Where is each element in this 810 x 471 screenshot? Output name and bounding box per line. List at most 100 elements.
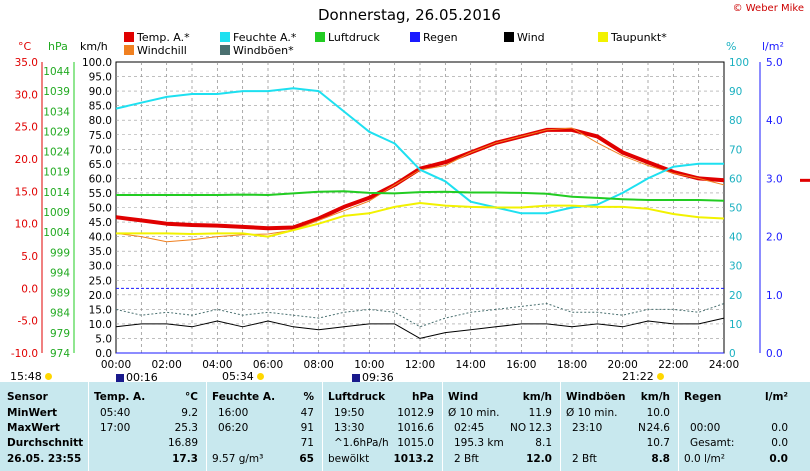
gusts-direction: N [638,422,646,434]
rain-total-value: 0.0 [771,437,788,449]
sunset-icon [656,373,664,380]
weather-chart: 35.0 30.0 25.0 20.0 15.0 10.0 5.0 0.0 -5.0 -10.0 1… [11,57,810,371]
pressure-unit: hPa [412,391,434,403]
pressure-tick-label: 1024 [43,147,70,159]
pressure-max-time: 13:30 [334,422,365,434]
pressure-tick-label: 1019 [43,167,70,179]
stats-col-pressure: Luftdruck hPa 19:50 1012.9 13:30 1016.6 ^1.… [324,382,440,471]
wind-header: Wind [448,391,479,403]
sensor-header: Sensor [7,391,48,403]
wind-max-time: 02:45 [454,422,485,434]
gusts-avg-value: 10.7 [646,437,670,449]
time-tick-label: 16:00 [506,359,536,371]
humidity-min-time: 16:00 [218,407,249,419]
wind-tick-label: 0.0 [95,348,112,360]
series-line-feuchte-a [115,87,724,215]
wind-tick-label: 95.0 [89,72,112,84]
pressure-tick-label: 1034 [43,106,70,118]
temp-tick-label: 10.0 [15,219,38,231]
legend-swatch-pressure [315,32,325,42]
wind-tick-label: 35.0 [89,246,112,258]
humidity-avg-value: 71 [300,437,314,449]
stats-col-temp: Temp. A. °C 05:40 9.2 17:00 25.3 16.89 17.3 [90,382,204,471]
legend-label-rain: Regen [423,31,458,44]
legend-rain: Regen [410,32,458,44]
wind-tick-label: 55.0 [89,188,112,200]
legend-swatch-gusts [220,45,230,55]
temp-max-value: 25.3 [174,422,198,434]
moon-icon-2 [352,374,360,382]
legend-humidity: Feuchte A.* [220,32,296,44]
pressure-max-value: 1016.6 [397,422,434,434]
wind-tick-label: 5.0 [95,333,112,345]
legend-label-wind: Wind [517,31,545,44]
rain-tick-label: 1.0 [766,290,783,302]
legend-temp: Temp. A.* [124,32,190,44]
left-time-label: 15:48 [10,370,42,383]
gusts-max-time: 23:10 [572,422,603,434]
sensor-row-avg: Durchschnitt [7,437,84,449]
stats-sep [322,382,323,471]
humidity-current-value: 65 [299,453,314,465]
rain-day: 0.0 l/m² [684,453,725,465]
sunrise-icon [256,373,264,380]
rain-header: Regen [684,391,722,403]
wind-avg10-value: 11.9 [528,407,552,419]
wind-tick-label: 90.0 [89,86,112,98]
time-tick-label: 00:00 [101,359,131,371]
wind-max-value: 12.3 [528,422,552,434]
humidity-tick-label: 70 [729,144,742,156]
time-tick-label: 20:00 [608,359,638,371]
series-line-wind [115,317,725,339]
sensor-row-max: MaxWert [7,422,60,434]
wind-avg-value: 8.1 [535,437,552,449]
humidity-max-time: 06:20 [218,422,249,434]
stats-sep [88,382,89,471]
temp-tick-label: 35.0 [15,57,38,69]
pressure-min-time: 19:50 [334,407,365,419]
rain-tick-label: 4.0 [766,115,783,127]
rain-tick-label: 3.0 [766,173,783,185]
pressure-tick-label: 974 [50,348,70,360]
wind-bft: 2 Bft [454,453,479,465]
pressure-tick-label: 994 [50,267,70,279]
wind-tick-label: 85.0 [89,101,112,113]
moon-time-1: 00:16 [126,371,158,384]
legend-swatch-wind [504,32,514,42]
moon-icon [116,374,124,382]
temp-tick-label: 5.0 [21,251,38,263]
unit-pressure: hPa [48,40,68,53]
temp-tick-label: 15.0 [15,186,38,198]
wind-tick-label: 75.0 [89,130,112,142]
temp-avg-value: 16.89 [167,437,198,449]
legend-label-humidity: Feuchte A.* [233,31,297,44]
wind-tick-label: 20.0 [89,290,112,302]
temp-tick-label: -10.0 [11,348,38,360]
stats-table: Sensor MinWert MaxWert Durchschnitt 26.0… [0,382,810,471]
pressure-trend: ^1.6hPa/h [334,437,389,449]
legend-gusts: Windböen* [220,45,294,57]
humidity-max-value: 91 [300,422,314,434]
temp-max-time: 17:00 [100,422,131,434]
humidity-tick-label: 100 [729,57,749,69]
legend-swatch-windchill [124,45,134,55]
legend-wind: Wind [504,32,545,44]
humidity-tick-label: 80 [729,115,742,127]
wind-tick-label: 15.0 [89,304,112,316]
time-tick-label: 18:00 [557,359,587,371]
sun-icon [44,373,52,380]
pressure-header: Luftdruck [328,391,386,403]
rain-tick-label: 0.0 [766,348,783,360]
pressure-tick-label: 989 [50,288,70,300]
temp-tick-label: -5.0 [18,316,39,328]
stats-sep [206,382,207,471]
legend-label-pressure: Luftdruck [328,31,380,44]
temp-header: Temp. A. [94,391,146,403]
wind-current-value: 12.0 [526,453,552,465]
humidity-tick-label: 20 [729,290,742,302]
wind-tick-label: 45.0 [89,217,112,229]
temp-tick-label: 25.0 [15,122,38,134]
time-tick-label: 22:00 [658,359,688,371]
temp-unit: °C [185,391,198,403]
time-tick-label: 06:00 [253,359,283,371]
